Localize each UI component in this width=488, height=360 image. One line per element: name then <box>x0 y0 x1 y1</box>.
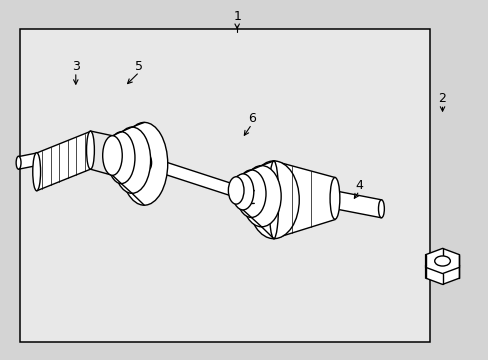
Ellipse shape <box>248 161 299 239</box>
Polygon shape <box>37 131 90 191</box>
Ellipse shape <box>378 200 384 218</box>
Ellipse shape <box>113 127 150 193</box>
Ellipse shape <box>228 177 244 204</box>
Polygon shape <box>425 248 459 274</box>
Ellipse shape <box>102 136 122 175</box>
Ellipse shape <box>236 170 265 217</box>
Bar <box>20 29 429 342</box>
Polygon shape <box>334 191 381 218</box>
Ellipse shape <box>434 256 449 266</box>
Ellipse shape <box>329 177 339 219</box>
Ellipse shape <box>121 122 167 205</box>
Ellipse shape <box>251 190 256 203</box>
Ellipse shape <box>107 132 135 184</box>
Ellipse shape <box>268 161 278 239</box>
Text: 6: 6 <box>247 112 255 125</box>
Polygon shape <box>19 153 37 169</box>
Text: 4: 4 <box>355 179 363 192</box>
Text: 1: 1 <box>233 10 241 23</box>
Text: 2: 2 <box>438 93 446 105</box>
Text: 5: 5 <box>135 60 143 73</box>
Text: 3: 3 <box>72 60 80 73</box>
Polygon shape <box>273 161 334 239</box>
Ellipse shape <box>242 166 281 227</box>
Ellipse shape <box>33 153 41 191</box>
Polygon shape <box>425 259 459 284</box>
Ellipse shape <box>16 156 21 169</box>
Ellipse shape <box>232 174 253 210</box>
Ellipse shape <box>86 131 94 169</box>
Polygon shape <box>149 157 254 203</box>
Ellipse shape <box>146 156 151 169</box>
